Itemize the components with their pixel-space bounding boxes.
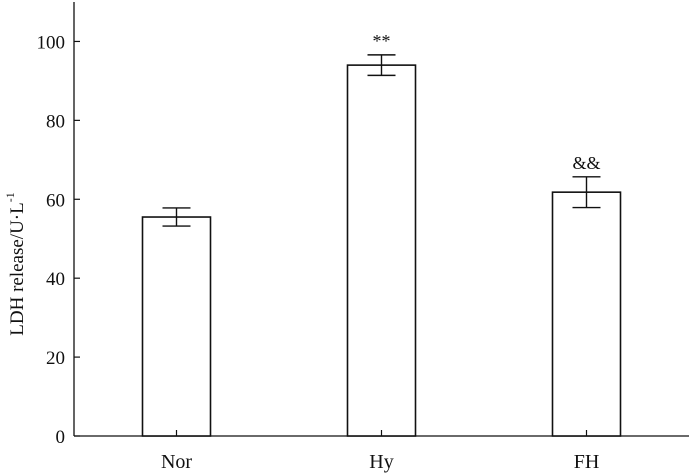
y-tick-label: 80 <box>46 111 65 132</box>
y-tick-label: 100 <box>37 32 66 53</box>
error-bars <box>162 54 601 227</box>
y-axis-title-superscript: -1 <box>3 192 17 202</box>
x-tick-label-fh: FH <box>574 451 600 473</box>
y-tick-label: 60 <box>46 190 65 211</box>
y-tick-label: 0 <box>56 427 66 448</box>
bar-nor <box>141 216 212 437</box>
y-axis-title-text: LDH release/U·L <box>7 202 28 335</box>
x-tick-label-nor: Nor <box>161 451 192 473</box>
bars <box>141 64 622 437</box>
svg-text:LDH release/U·L-1: LDH release/U·L-1 <box>3 192 28 335</box>
y-tick-label: 20 <box>46 348 65 369</box>
significance-annotations: ** && <box>373 31 601 173</box>
bar-fh <box>551 191 622 437</box>
bar-hy <box>346 64 417 437</box>
x-tick-labels: Nor Hy FH <box>161 430 599 473</box>
y-axis-title: LDH release/U·L-1 <box>3 192 28 335</box>
annotation-hy: ** <box>373 31 391 51</box>
y-tick-label: 40 <box>46 269 65 290</box>
annotation-fh: && <box>572 153 600 173</box>
x-tick-label-hy: Hy <box>369 451 393 473</box>
y-ticks: 0 20 40 60 80 100 <box>37 32 80 448</box>
